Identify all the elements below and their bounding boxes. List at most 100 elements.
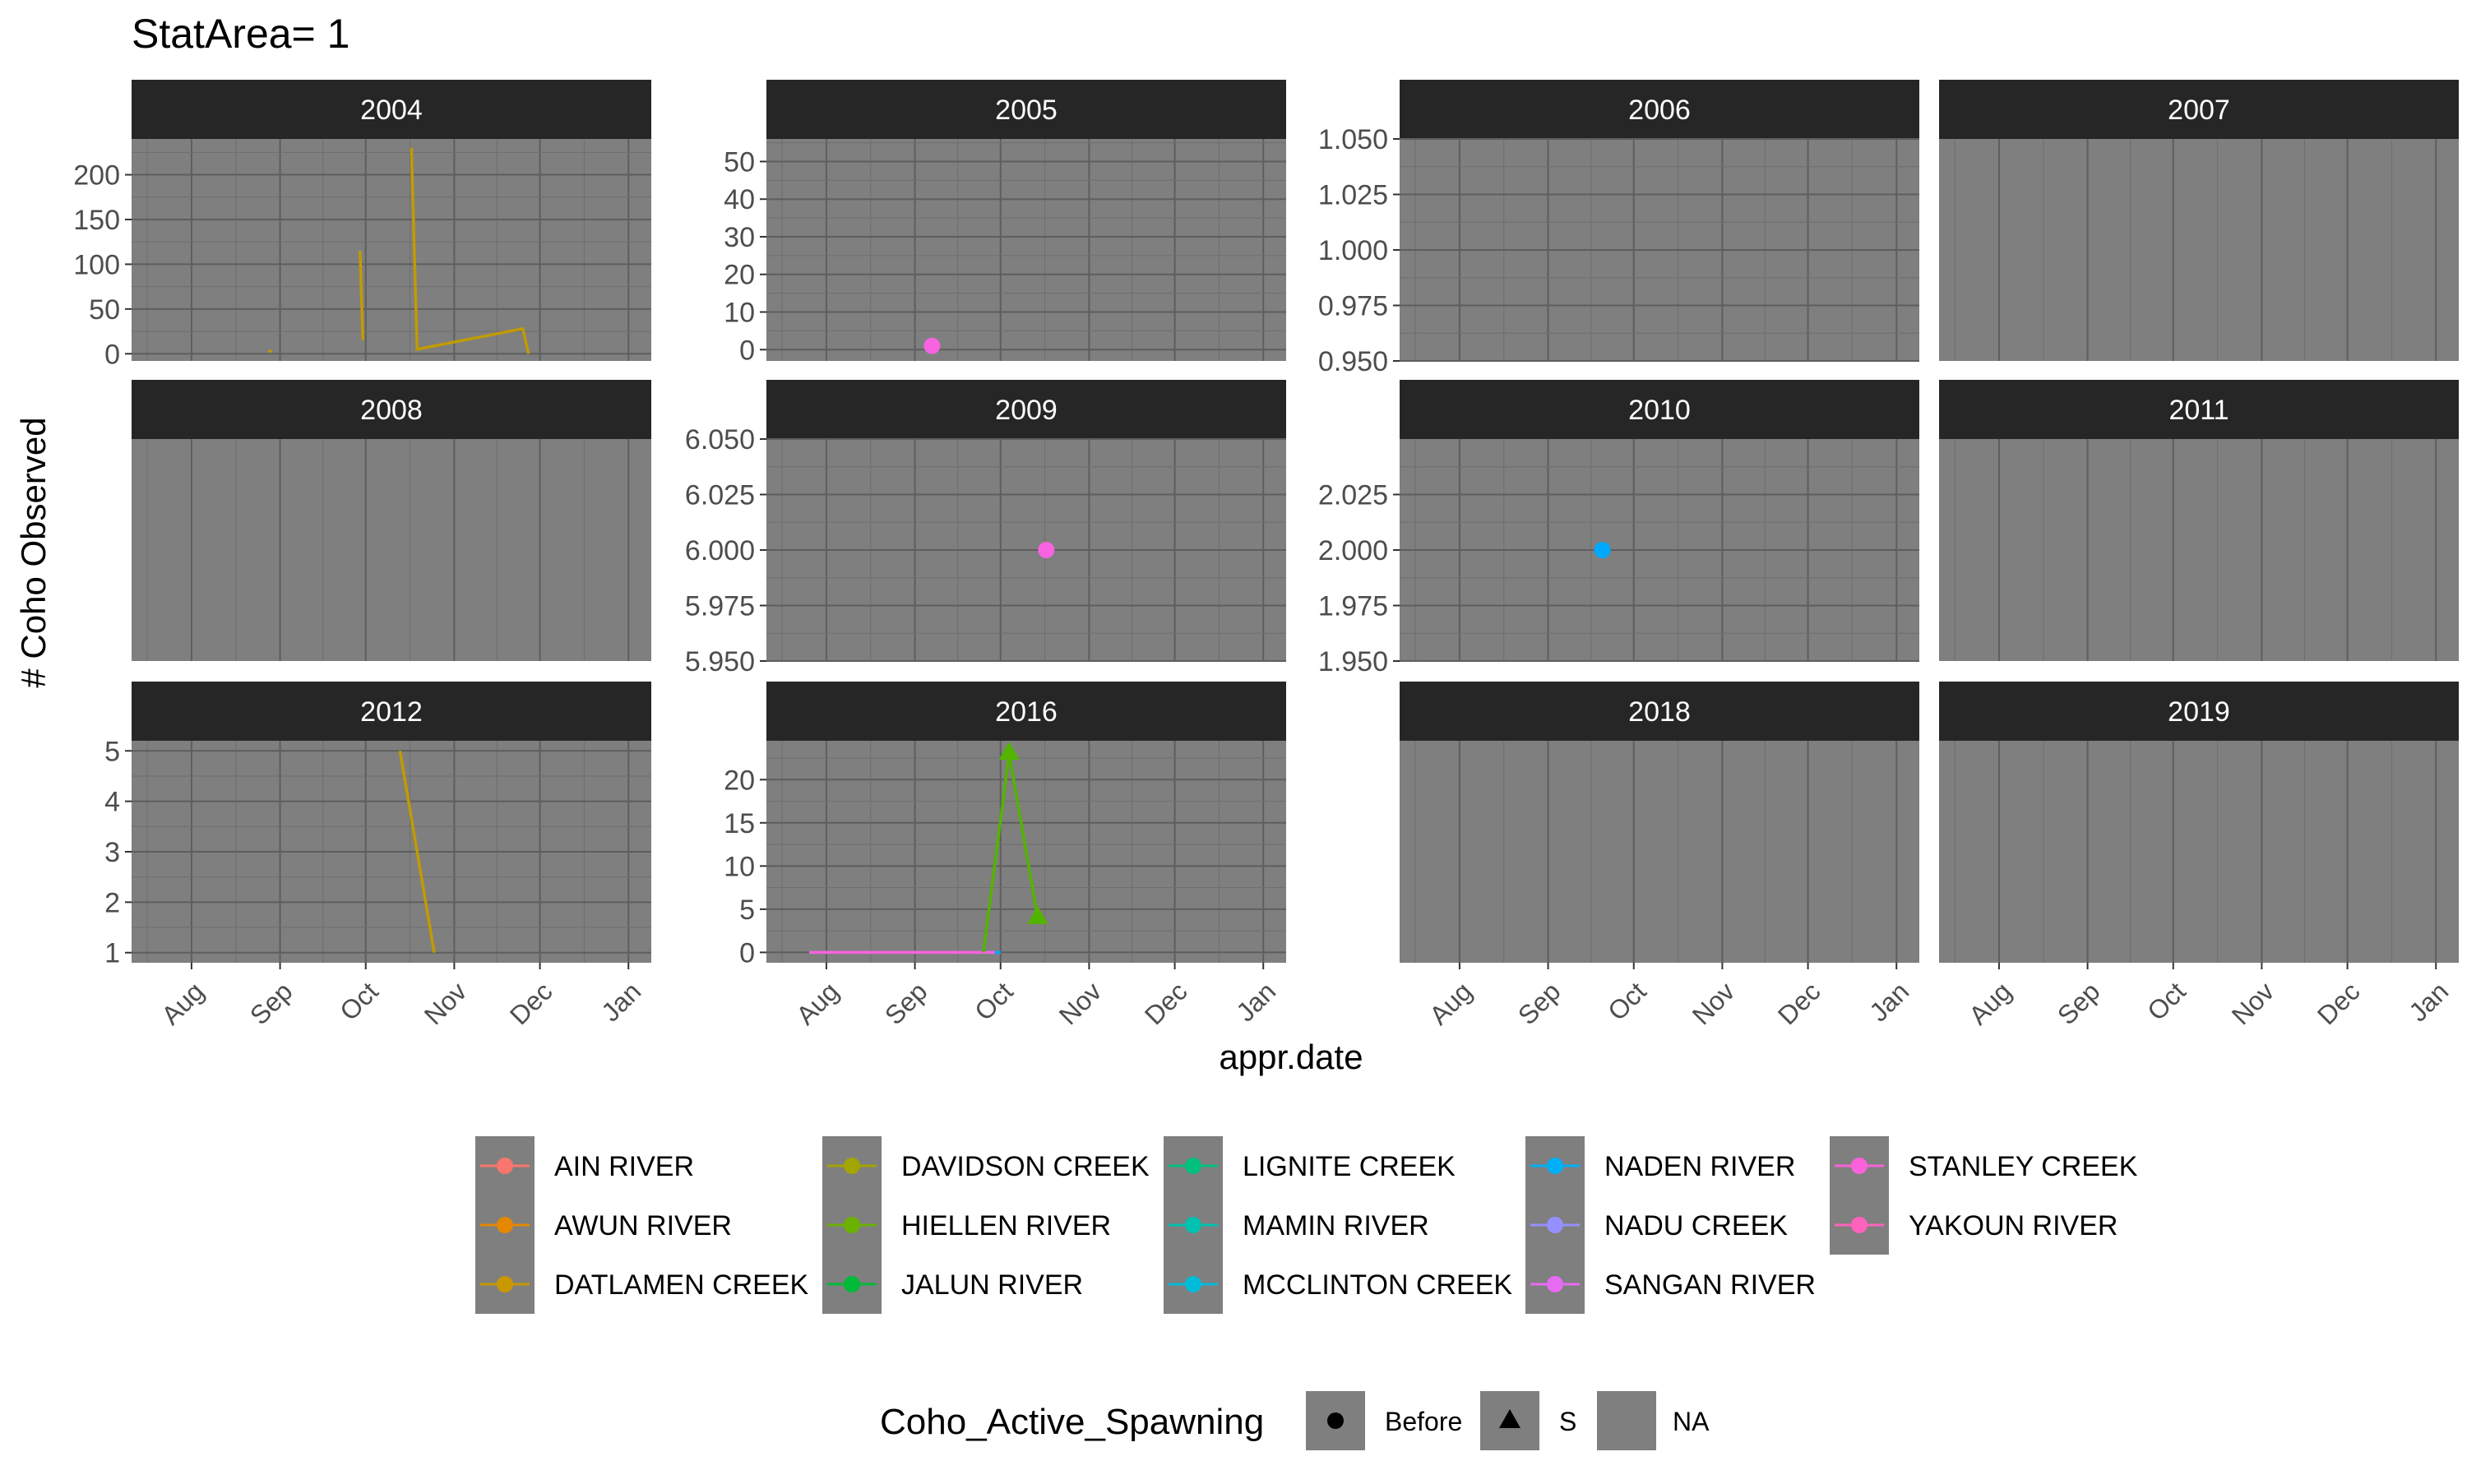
legend-key-point [1327,1412,1344,1429]
legend-key-point [1547,1217,1563,1233]
y-tick-label: 1 [104,938,120,969]
facet-panel-2005: 2005 0 10 20 30 40 50 [724,80,1286,366]
data-point [1038,542,1055,558]
x-tick-label: Dec [504,977,558,1031]
legend-label: Before [1385,1407,1462,1436]
facet-panel-2007: 2007 [1939,80,2459,361]
legend-key-point [497,1276,513,1292]
legend-label: SANGAN RIVER [1604,1269,1816,1301]
facet-strip-label: 2007 [2168,95,2230,126]
y-axis-title: # Coho Observed [14,417,53,687]
facet-strip [766,80,1286,139]
y-tick-label: 100 [73,249,120,280]
y-tick-label: 1.025 [1318,180,1388,211]
facet-panel-2018: 2018 Aug Sep Oct Nov Dec Jan [1400,682,1919,1030]
legend-key-point [1185,1276,1201,1292]
y-tick-label: 10 [724,851,755,882]
y-tick-label: 0.950 [1318,346,1388,377]
x-tick-label: Jan [1863,977,1914,1028]
legend-key-point [844,1158,860,1174]
x-tick-label: Nov [1687,977,1741,1031]
facet-panel-2004: 2004 0 50 100 150 200 [73,80,651,370]
y-tick-label: 1.975 [1318,591,1388,622]
facet-panel-2006: 2006 0.950 0.975 1.000 1.025 1.050 [1318,80,1919,377]
data-point [923,337,941,354]
legend-key-point [844,1217,860,1233]
y-tick-label: 2.000 [1318,535,1388,566]
legend-key-point [844,1276,860,1292]
facet-strip-label: 2006 [1628,95,1691,126]
facet-strip [1939,80,2459,139]
facet-panel-2010: 2010 1.950 1.975 2.000 2.025 [1318,380,1919,677]
y-tick-label: 6.050 [685,424,755,455]
x-tick-label: Sep [879,977,933,1031]
x-tick-label: Sep [1512,977,1567,1031]
legend-label: YAKOUN RIVER [1909,1210,2118,1241]
y-tick-label: 4 [104,787,120,818]
facet-strip-label: 2009 [995,395,1058,426]
x-tick-label: Sep [2052,977,2106,1031]
panel-background [1939,741,2459,963]
legend-label: STANLEY CREEK [1909,1151,2138,1182]
facet-strip [1400,682,1919,741]
y-tick-label: 15 [724,808,755,839]
facet-strip [1400,80,1919,139]
facet-panel-2016: 2016 0 5 10 15 20 Aug Sep Oct Nov Dec Jan [724,682,1286,1030]
legend-key-point [1547,1158,1563,1174]
y-tick-label: 150 [73,205,120,236]
facet-panel-2012: 2012 1 2 3 4 5 Aug Sep Oct Nov Dec Jan [104,682,651,1030]
x-tick-label: Nov [1053,977,1108,1031]
x-tick-label: Oct [969,976,1019,1026]
panel-background [766,139,1286,361]
y-tick-label: 20 [724,260,755,291]
legend-key-point [497,1158,513,1174]
legend-label: DATLAMEN CREEK [554,1269,809,1301]
legend-key-point [497,1217,513,1233]
facet-strip [132,682,651,741]
legend-label: MAMIN RIVER [1243,1210,1429,1241]
legend-label: LIGNITE CREEK [1243,1151,1456,1182]
y-tick-label: 6.000 [685,535,755,566]
legend-key-point [1499,1409,1520,1428]
legend-key [1597,1391,1656,1450]
y-tick-label: 50 [724,146,755,178]
y-tick-label: 0 [104,339,120,370]
legend-key-point [1851,1217,1868,1233]
series-line [267,349,273,354]
y-tick-label: 1.050 [1318,124,1388,155]
y-tick-label: 0 [739,335,755,366]
legend-label: AIN RIVER [554,1151,694,1182]
data-point [1027,905,1048,924]
x-tick-label: Oct [334,976,384,1026]
facet-strip-label: 2019 [2168,696,2230,728]
legend-label: NADEN RIVER [1604,1151,1795,1182]
panel-background [1939,139,2459,361]
legend-label: MCCLINTON CREEK [1243,1269,1512,1301]
facet-panel-2009: 2009 5.950 5.975 6.000 6.025 6.050 [685,380,1286,677]
facet-strip-label: 2005 [995,95,1058,126]
panel-background [1400,741,1919,963]
y-tick-label: 1.000 [1318,235,1388,266]
y-tick-label: 40 [724,184,755,215]
y-tick-label: 5 [104,736,120,767]
facet-strip-label: 2018 [1628,696,1691,728]
facet-strip [132,380,651,439]
y-tick-label: 0.975 [1318,291,1388,322]
y-tick-label: 5 [739,895,755,926]
x-tick-label: Jan [2403,977,2454,1028]
facet-strip-label: 2010 [1628,395,1691,426]
x-tick-label: Aug [1423,977,1478,1031]
legend-key-point [1851,1158,1868,1174]
facet-strip-label: 2011 [2168,395,2229,426]
y-tick-label: 0 [739,937,755,969]
series-line [398,750,436,954]
legend-label: NA [1673,1407,1710,1436]
y-tick-label: 5.950 [685,646,755,677]
legend-key-point [1185,1217,1201,1233]
x-tick-label: Aug [1963,977,2017,1031]
legend-label: S [1559,1407,1576,1436]
y-tick-label: 30 [724,222,755,253]
chart-title: StatArea= 1 [132,11,349,57]
legend-label: NADU CREEK [1604,1210,1788,1241]
